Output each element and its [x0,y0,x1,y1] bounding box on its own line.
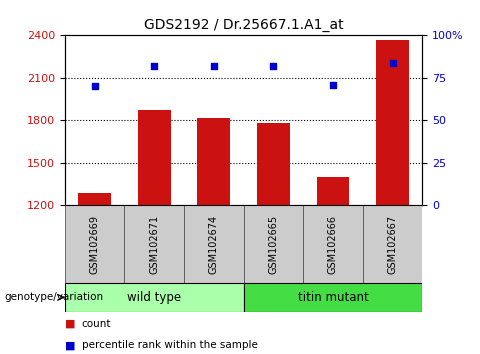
Text: GSM102671: GSM102671 [149,215,159,274]
Bar [197,118,230,205]
Text: ■: ■ [65,319,75,329]
Point [150,63,158,69]
Text: GSM102666: GSM102666 [328,215,338,274]
Bar [257,123,290,205]
Title: GDS2192 / Dr.25667.1.A1_at: GDS2192 / Dr.25667.1.A1_at [144,18,343,32]
Bar [317,177,349,205]
Point [210,63,217,69]
Text: count: count [82,319,111,329]
Bar [124,205,184,283]
Text: wild type: wild type [127,291,181,304]
Bar [138,110,170,205]
Bar [244,205,303,283]
Text: GSM102669: GSM102669 [90,215,100,274]
Point [91,84,98,89]
Bar [78,193,111,205]
Bar [376,40,409,205]
Bar [184,205,243,283]
Text: percentile rank within the sample: percentile rank within the sample [82,340,257,350]
Text: titin mutant: titin mutant [298,291,368,304]
Text: GSM102665: GSM102665 [268,215,278,274]
Bar [244,283,422,312]
Bar [65,205,124,283]
Bar [363,205,422,283]
Text: GSM102667: GSM102667 [388,215,397,274]
Bar [303,205,363,283]
Text: genotype/variation: genotype/variation [5,292,104,302]
Point [329,82,337,87]
Text: ■: ■ [65,340,75,350]
Text: GSM102674: GSM102674 [209,215,219,274]
Bar [65,283,243,312]
Point [270,63,277,69]
Point [389,60,396,65]
